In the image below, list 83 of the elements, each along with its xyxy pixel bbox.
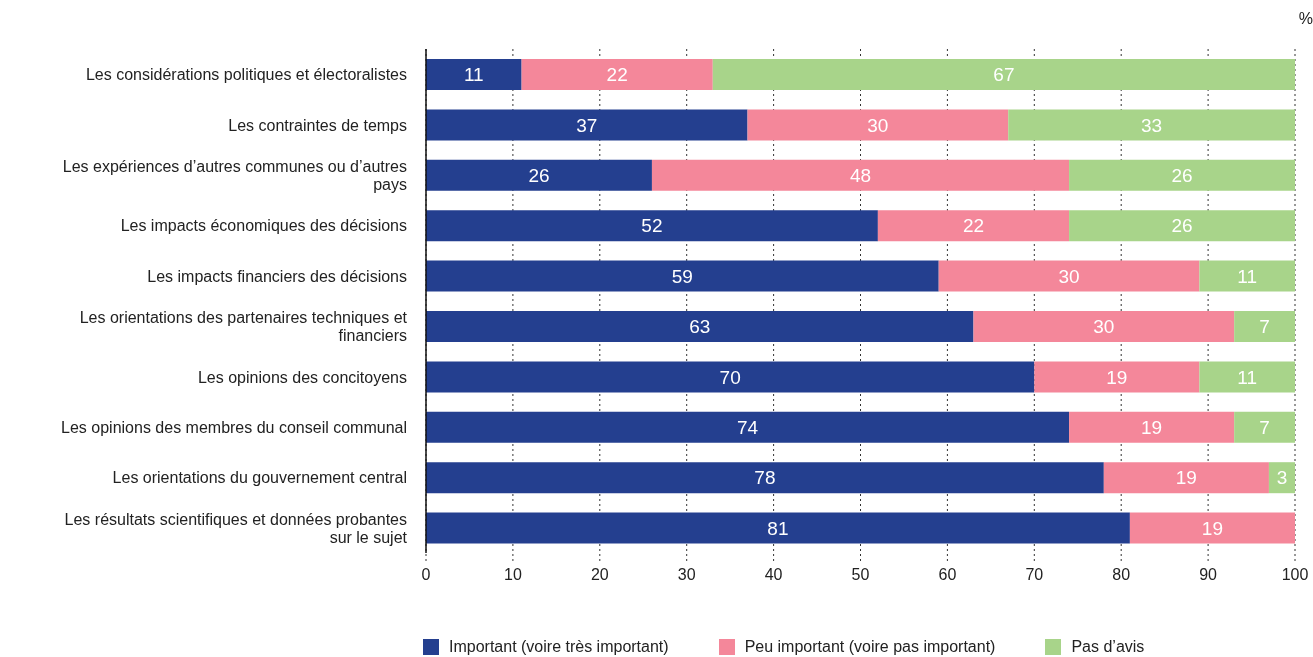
data-label: 11 [1237, 366, 1258, 388]
bar [712, 59, 1295, 90]
data-label: 22 [606, 64, 628, 86]
bar [426, 411, 1070, 443]
bar [426, 59, 522, 90]
bar [651, 159, 1070, 191]
data-label: 19 [1106, 366, 1128, 388]
data-label: 33 [1141, 114, 1163, 136]
x-tick-label: 70 [1025, 566, 1044, 584]
bar [1069, 411, 1235, 443]
data-label: 3 [1276, 467, 1288, 489]
x-tick-label: 30 [677, 566, 696, 584]
x-tick-label: 10 [504, 566, 522, 584]
bar [1008, 109, 1295, 141]
data-label: 59 [671, 265, 693, 287]
data-label: 11 [463, 64, 484, 86]
bar [1034, 361, 1200, 393]
bar [1103, 462, 1269, 494]
data-label: 7 [1259, 417, 1270, 439]
data-label: 70 [719, 366, 741, 388]
legend-label: Pas d’avis [1071, 638, 1145, 656]
bar [938, 260, 1200, 292]
data-label: 30 [1093, 316, 1115, 338]
bar [426, 210, 878, 242]
y-tick-label: Les opinions des concitoyens [197, 368, 407, 386]
bar [1199, 361, 1295, 393]
data-label: 67 [993, 64, 1015, 86]
x-tick-label: 60 [938, 566, 957, 584]
bar [1234, 411, 1295, 443]
y-tick-label: Les considérations politiques et électoralistes [85, 65, 407, 83]
y-tick-label: Les impacts financiers des décisions [147, 267, 407, 285]
data-label: 26 [528, 165, 550, 187]
x-tick-label: 50 [851, 566, 870, 584]
legend-label: Important (voire très important) [449, 638, 669, 656]
data-label: 78 [754, 467, 776, 489]
bar [1069, 210, 1295, 242]
data-label: 74 [736, 417, 759, 439]
bar [426, 260, 939, 292]
bar [747, 109, 1009, 141]
legend-label: Peu important (voire pas important) [744, 638, 996, 656]
data-label: 22 [962, 215, 985, 237]
data-label: 26 [1171, 215, 1193, 237]
y-tick-label: Les contraintes de temps [228, 116, 407, 134]
data-label: 30 [867, 114, 889, 136]
bar [973, 311, 1235, 342]
data-label: 19 [1201, 517, 1224, 539]
bar [521, 59, 713, 90]
x-axis-title: % [1298, 10, 1313, 28]
y-tick-label: Les orientations des partenaires techniques et financiers [79, 308, 408, 344]
data-label: 11 [1237, 265, 1258, 287]
y-tick-label: Les expériences d’autres communes ou d’autres pays [62, 157, 407, 193]
data-label: 48 [849, 165, 872, 187]
bar [426, 512, 1130, 544]
data-label: 37 [576, 114, 598, 136]
y-tick-label: Les orientations du gouvernement central [112, 468, 407, 486]
x-tick-label: 40 [764, 566, 783, 584]
data-label: 19 [1175, 467, 1197, 489]
bar [1268, 462, 1295, 494]
bar [426, 109, 748, 141]
y-tick-label: Les opinions des membres du conseil communal [61, 418, 407, 436]
data-label: 81 [767, 517, 789, 539]
bar [426, 159, 652, 191]
y-tick-label: Les impacts économiques des décisions [120, 216, 407, 234]
x-tick-label: 80 [1112, 566, 1131, 584]
bar [1069, 159, 1295, 191]
data-label: 30 [1058, 265, 1080, 287]
bar [426, 361, 1035, 393]
y-tick-label: Les résultats scientifiques et données probantes sur le sujet [64, 510, 408, 546]
bar [426, 311, 974, 342]
x-tick-label: 0 [421, 566, 431, 584]
data-label: 63 [689, 316, 711, 338]
bar [877, 210, 1070, 242]
data-label: 19 [1141, 417, 1163, 439]
data-label: 52 [641, 215, 663, 237]
bar [1129, 512, 1295, 544]
bar [1234, 311, 1295, 342]
x-tick-label: 100 [1281, 566, 1309, 584]
bar [426, 462, 1104, 494]
bar [1199, 260, 1295, 292]
data-label: 26 [1171, 165, 1193, 187]
x-tick-label: 20 [590, 566, 609, 584]
data-label: 7 [1259, 316, 1270, 338]
x-tick-label: 90 [1199, 566, 1218, 584]
